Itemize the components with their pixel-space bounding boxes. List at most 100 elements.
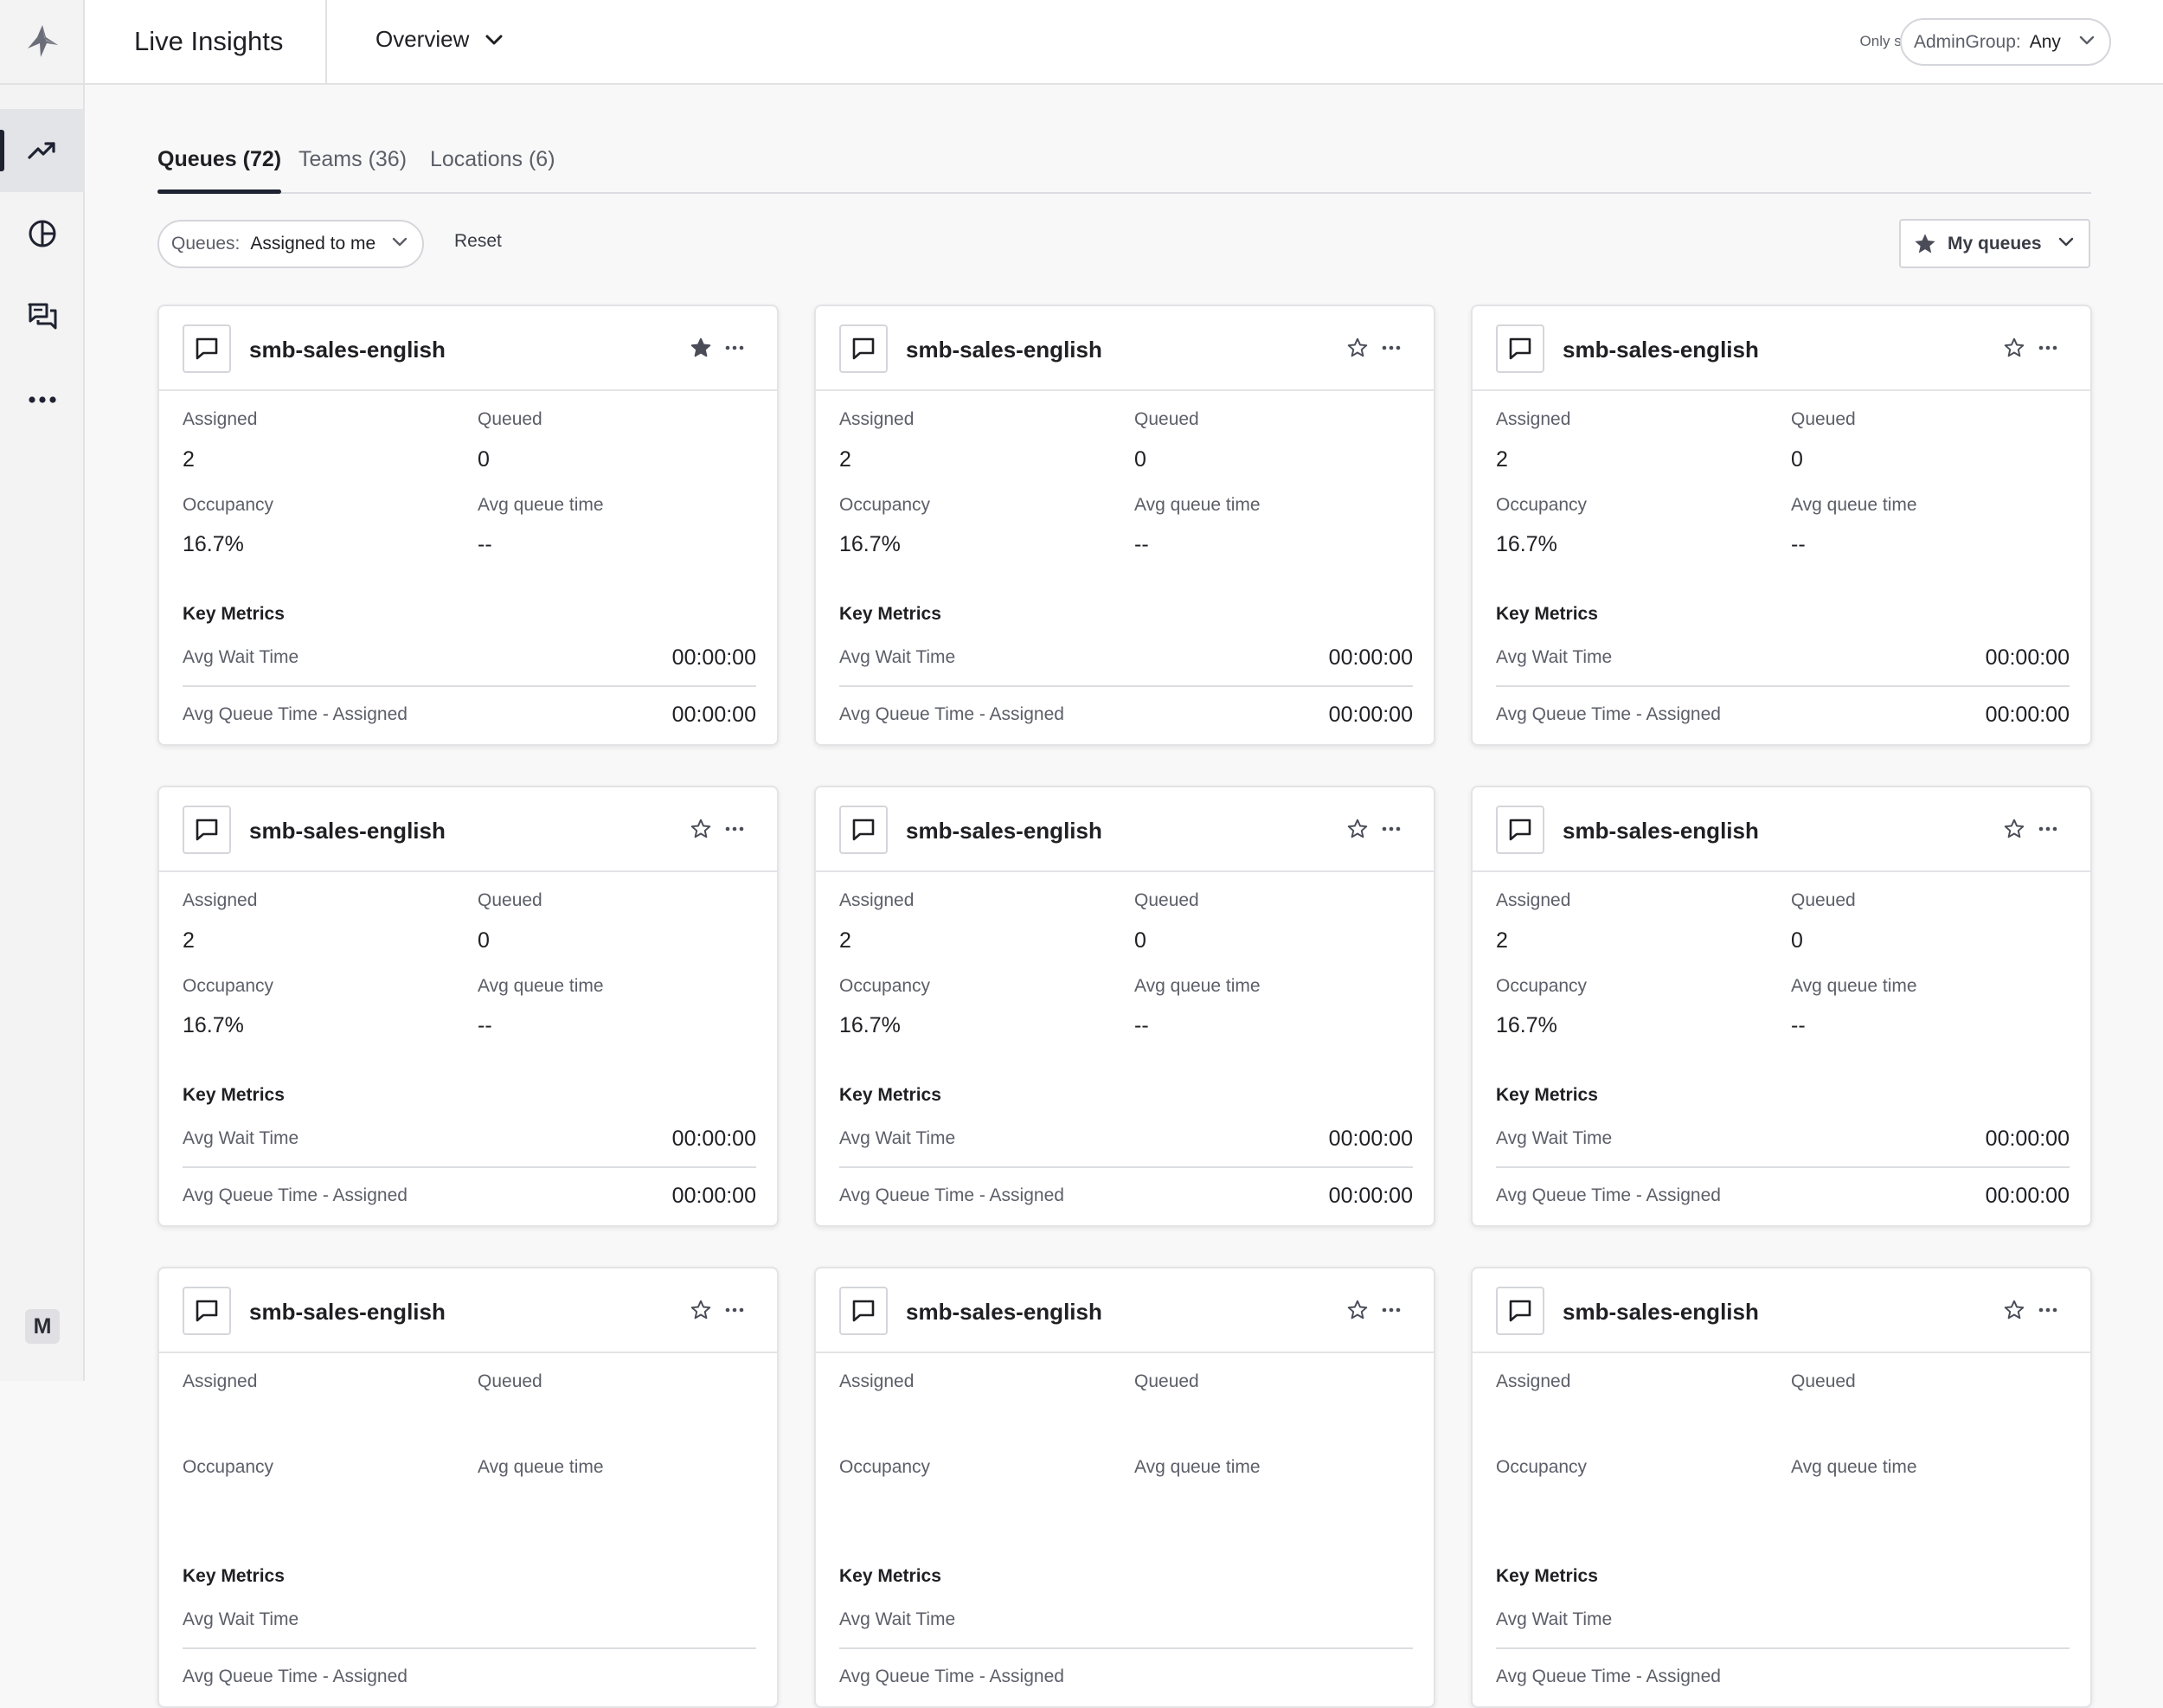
view-dropdown[interactable]: Overview (375, 26, 504, 53)
trending-up-icon (28, 142, 55, 159)
favorite-star-icon[interactable] (1346, 818, 1369, 844)
queued-label: Queued (1134, 409, 1199, 429)
favorite-star-icon[interactable] (1346, 337, 1369, 363)
key-metrics-heading: Key Metrics (183, 1566, 285, 1586)
occupancy-value: 16.7% (839, 1013, 901, 1037)
queue-card-header: smb-sales-english (159, 1268, 777, 1353)
queue-card[interactable]: smb-sales-english Assigned Queued Occupa… (157, 1267, 779, 1708)
queue-card-title: smb-sales-english (1563, 337, 1759, 363)
key-metrics-heading: Key Metrics (839, 1566, 941, 1586)
more-options-icon[interactable] (2038, 818, 2057, 844)
nav-reports[interactable] (0, 192, 85, 275)
avg-queue-time-assigned-row: Avg Queue Time - Assigned (183, 1664, 756, 1690)
queue-card[interactable]: smb-sales-english Assigned 2 Queued 0 Oc… (157, 786, 779, 1227)
avg-queue-time-label: Avg queue time (478, 976, 604, 996)
queue-card-header: smb-sales-english (1473, 787, 2090, 872)
more-options-icon[interactable] (725, 337, 744, 363)
assigned-label: Assigned (1496, 890, 1571, 910)
queued-value: 0 (478, 447, 490, 472)
occupancy-value: 16.7% (1496, 1013, 1557, 1037)
avg-wait-time-row: Avg Wait Time 00:00:00 (183, 1126, 756, 1152)
queue-card[interactable]: smb-sales-english Assigned 2 Queued 0 Oc… (1471, 786, 2092, 1227)
pie-chart-icon (29, 220, 56, 247)
avg-wait-time-label: Avg Wait Time (1496, 1609, 1613, 1629)
queue-card-title: smb-sales-english (1563, 818, 1759, 844)
occupancy-label: Occupancy (839, 1457, 931, 1477)
favorite-star-filled-icon[interactable] (690, 337, 712, 363)
occupancy-value: 16.7% (183, 1013, 244, 1037)
more-options-icon[interactable] (1382, 1299, 1401, 1326)
nav-more[interactable] (0, 358, 85, 441)
queue-card[interactable]: smb-sales-english Assigned Queued Occupa… (814, 1267, 1435, 1708)
queue-card[interactable]: smb-sales-english Assigned 2 Queued 0 Oc… (814, 786, 1435, 1227)
chevron-down-icon (2079, 35, 2095, 45)
queue-card[interactable]: smb-sales-english Assigned 2 Queued 0 Oc… (1471, 305, 2092, 746)
chevron-down-icon (485, 35, 503, 44)
tab-teams[interactable]: Teams (36) (298, 147, 408, 171)
avatar[interactable]: M (25, 1309, 60, 1344)
avg-wait-time-label: Avg Wait Time (839, 1128, 956, 1148)
my-queues-dropdown[interactable]: My queues (1899, 219, 2090, 268)
nav-conversations[interactable] (0, 275, 85, 358)
key-metrics-heading: Key Metrics (839, 604, 941, 624)
chat-icon (183, 324, 231, 373)
avg-queue-time-assigned-row: Avg Queue Time - Assigned (1496, 1664, 2070, 1690)
occupancy-label: Occupancy (1496, 495, 1588, 515)
more-options-icon[interactable] (725, 1299, 744, 1326)
app-logo[interactable] (0, 0, 85, 85)
metric-divider (1496, 685, 2070, 687)
favorite-star-icon[interactable] (2003, 818, 2025, 844)
top-header: Live Insights Overview Only show data fo… (85, 0, 2163, 85)
more-options-icon[interactable] (2038, 337, 2057, 363)
occupancy-value: 16.7% (1496, 532, 1557, 556)
tab-locations[interactable]: Locations (6) (430, 147, 555, 171)
favorite-star-icon[interactable] (2003, 337, 2025, 363)
chat-icon (1496, 1287, 1544, 1335)
queued-value: 0 (1134, 928, 1146, 953)
avg-queue-time-assigned-value: 00:00:00 (671, 702, 756, 727)
avg-queue-time-label: Avg queue time (1791, 495, 1917, 515)
metric-divider (839, 685, 1413, 687)
queue-card[interactable]: smb-sales-english Assigned 2 Queued 0 Oc… (814, 305, 1435, 746)
metric-divider (839, 1166, 1413, 1168)
tab-queues[interactable]: Queues (72) (157, 147, 282, 194)
reset-button[interactable]: Reset (454, 231, 502, 251)
admin-group-filter[interactable]: AdminGroup: Any (1900, 18, 2111, 66)
avg-queue-time-label: Avg queue time (478, 1457, 604, 1477)
avg-wait-time-value: 00:00:00 (671, 1126, 756, 1151)
avg-queue-time-assigned-value: 00:00:00 (1328, 702, 1413, 727)
avg-queue-time-assigned-row: Avg Queue Time - Assigned 00:00:00 (1496, 702, 2070, 728)
key-metrics-heading: Key Metrics (1496, 604, 1598, 624)
more-options-icon[interactable] (2038, 1299, 2057, 1326)
assigned-label: Assigned (1496, 409, 1571, 429)
nav-live-insights[interactable] (0, 109, 85, 192)
avg-queue-time-assigned-value: 00:00:00 (671, 1183, 756, 1208)
avg-queue-time-value: -- (478, 532, 492, 556)
queues-filter[interactable]: Queues: Assigned to me (157, 220, 424, 268)
metric-divider (1496, 1647, 2070, 1649)
queue-card[interactable]: smb-sales-english Assigned 2 Queued 0 Oc… (157, 305, 779, 746)
favorite-star-icon[interactable] (2003, 1299, 2025, 1326)
occupancy-value: 16.7% (183, 532, 244, 556)
more-icon (29, 396, 56, 403)
avg-queue-time-assigned-label: Avg Queue Time - Assigned (839, 704, 1064, 724)
assigned-label: Assigned (183, 890, 258, 910)
queued-value: 0 (478, 928, 490, 953)
avg-queue-time-label: Avg queue time (478, 495, 604, 515)
more-options-icon[interactable] (1382, 818, 1401, 844)
queue-card-title: smb-sales-english (249, 1299, 446, 1325)
queue-card[interactable]: smb-sales-english Assigned Queued Occupa… (1471, 1267, 2092, 1708)
favorite-star-icon[interactable] (690, 818, 712, 844)
assigned-value: 2 (1496, 447, 1508, 472)
avg-queue-time-assigned-label: Avg Queue Time - Assigned (183, 1666, 408, 1686)
avg-queue-time-assigned-row: Avg Queue Time - Assigned (839, 1664, 1413, 1690)
more-options-icon[interactable] (725, 818, 744, 844)
page-title: Live Insights (134, 26, 284, 56)
more-options-icon[interactable] (1382, 337, 1401, 363)
queue-card-title: smb-sales-english (906, 818, 1102, 844)
queue-card-title: smb-sales-english (249, 818, 446, 844)
favorite-star-icon[interactable] (1346, 1299, 1369, 1326)
favorite-star-icon[interactable] (690, 1299, 712, 1326)
assigned-value: 2 (839, 447, 851, 472)
chat-icon (839, 806, 888, 854)
